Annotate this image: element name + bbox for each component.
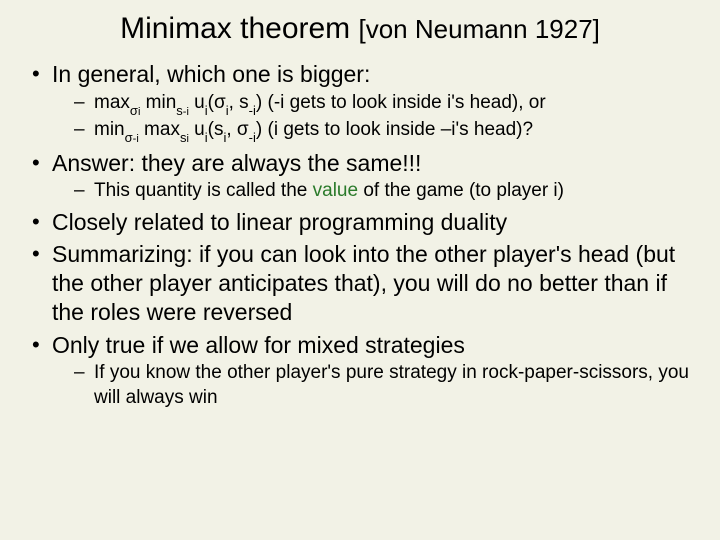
sub: i — [205, 103, 208, 118]
comma-s: , s — [229, 92, 249, 113]
u: u — [189, 92, 205, 113]
maxmin-2: min — [140, 92, 176, 113]
bullet-1: In general, which one is bigger: maxσi m… — [28, 60, 692, 145]
bullet-4: Summarizing: if you can look into the ot… — [28, 240, 692, 326]
sub: i — [186, 133, 188, 145]
bullet-3: Closely related to linear programming du… — [28, 208, 692, 237]
bullet-5-text: Only true if we allow for mixed strategi… — [52, 332, 465, 358]
sub: -i — [133, 133, 139, 145]
bullet-2-sub-1: This quantity is called the value of the… — [52, 179, 692, 203]
bullet-1-sub-2: minσ-i maxsi ui(si, σ-i) (i gets to look… — [52, 118, 692, 144]
sub: i — [226, 103, 229, 118]
sub: i — [138, 106, 140, 118]
comma-sigma: , σ — [226, 119, 248, 140]
minmax-1: min — [94, 119, 125, 140]
bullet-list: In general, which one is bigger: maxσi m… — [28, 60, 692, 410]
slide-title: Minimax theorem [von Neumann 1927] — [28, 12, 692, 46]
bullet-5-sublist: If you know the other player's pure stra… — [52, 361, 692, 410]
title-main: Minimax theorem — [120, 12, 358, 45]
sub: -i — [249, 103, 256, 118]
minmax-2: max — [139, 119, 180, 140]
tail: ) (-i gets to look inside i's head), or — [256, 92, 546, 113]
bullet-2-text: Answer: they are always the same!!! — [52, 150, 421, 176]
bullet-2-sublist: This quantity is called the value of the… — [52, 179, 692, 203]
maxmin-1: max — [94, 92, 130, 113]
sub: i — [205, 130, 208, 145]
bullet-1-sub-1: maxσi mins-i ui(σi, s-i) (-i gets to loo… — [52, 91, 692, 117]
sub: i — [223, 130, 226, 145]
sub: -i — [183, 106, 189, 118]
title-citation: [von Neumann 1927] — [359, 14, 600, 44]
bullet-5-sub-1: If you know the other player's pure stra… — [52, 361, 692, 410]
bullet-2: Answer: they are always the same!!! This… — [28, 149, 692, 204]
u: u — [189, 119, 205, 140]
b5s1-text: If you know the other player's pure stra… — [94, 362, 689, 407]
paren: (s — [208, 119, 224, 140]
paren: (σ — [208, 92, 226, 113]
bullet-4-text: Summarizing: if you can look into the ot… — [52, 241, 675, 325]
tail: ) (i gets to look inside –i's head)? — [256, 119, 533, 140]
b2s1-pre: This quantity is called the — [94, 180, 313, 201]
bullet-1-text: In general, which one is bigger: — [52, 61, 370, 87]
bullet-3-text: Closely related to linear programming du… — [52, 209, 507, 235]
sub: σ — [130, 103, 138, 118]
b2s1-post: of the game (to player i) — [358, 180, 564, 201]
bullet-1-sublist: maxσi mins-i ui(σi, s-i) (-i gets to loo… — [52, 91, 692, 145]
value-word: value — [313, 180, 358, 201]
sub: -i — [249, 130, 256, 145]
sub: σ — [125, 130, 133, 145]
bullet-5: Only true if we allow for mixed strategi… — [28, 331, 692, 410]
